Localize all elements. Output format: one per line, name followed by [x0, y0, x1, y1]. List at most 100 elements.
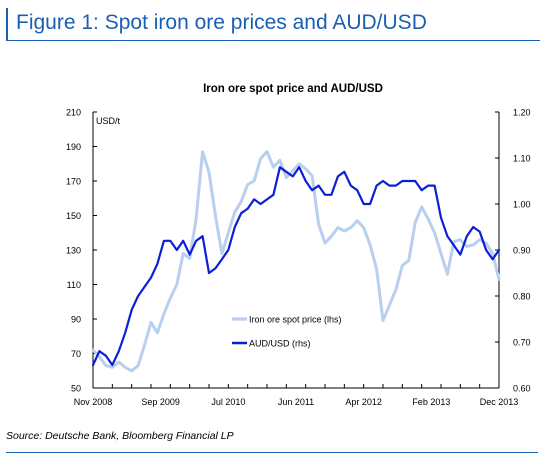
series-line-1 [91, 166, 501, 367]
data-point-1 [472, 226, 474, 228]
data-point-0 [118, 361, 120, 363]
data-point-1 [460, 254, 462, 256]
data-point-0 [131, 370, 133, 372]
data-point-1 [170, 240, 172, 242]
right-tick-label: 0.70 [513, 338, 531, 348]
data-point-1 [150, 277, 152, 279]
data-point-0 [286, 177, 288, 179]
data-point-0 [157, 332, 159, 334]
data-point-0 [189, 258, 191, 260]
data-point-0 [479, 239, 481, 241]
data-point-0 [356, 220, 358, 222]
data-point-0 [447, 273, 449, 275]
data-point-0 [453, 241, 455, 243]
data-point-1 [363, 203, 365, 205]
x-tick-label: Nov 2008 [74, 397, 113, 407]
data-point-0 [369, 244, 371, 246]
data-point-0 [182, 253, 184, 255]
data-point-0 [92, 349, 94, 351]
data-point-0 [485, 242, 487, 244]
data-point-1 [266, 199, 268, 201]
left-tick-label: 190 [66, 142, 81, 152]
right-tick-label: 1.10 [513, 154, 531, 164]
data-point-1 [99, 350, 101, 352]
data-point-1 [311, 189, 313, 191]
data-point-0 [279, 160, 281, 162]
data-point-1 [369, 203, 371, 205]
data-point-1 [485, 249, 487, 251]
data-point-1 [389, 185, 391, 187]
data-point-0 [350, 227, 352, 229]
data-point-1 [344, 171, 346, 173]
left-tick-label: 210 [66, 108, 81, 118]
x-tick-label: Jul 2010 [211, 397, 245, 407]
data-point-1 [440, 217, 442, 219]
data-point-1 [498, 249, 500, 251]
data-point-1 [137, 295, 139, 297]
data-point-1 [337, 176, 339, 178]
data-point-1 [202, 235, 204, 237]
data-point-1 [92, 364, 94, 366]
x-tick-label: Dec 2013 [480, 397, 519, 407]
data-point-0 [112, 367, 114, 369]
data-point-0 [363, 227, 365, 229]
left-tick-label: 130 [66, 246, 81, 256]
source-note: Source: Deutsche Bank, Bloomberg Financi… [6, 430, 234, 442]
figure-header: Figure 1: Spot iron ore prices and AUD/U… [6, 8, 540, 41]
data-point-0 [408, 260, 410, 262]
data-point-1 [434, 185, 436, 187]
data-point-1 [421, 189, 423, 191]
data-point-1 [112, 364, 114, 366]
data-point-0 [150, 322, 152, 324]
data-point-0 [331, 235, 333, 237]
right-tick-label: 0.60 [513, 384, 531, 394]
data-point-0 [215, 215, 217, 217]
x-tick-label: Feb 2013 [412, 397, 450, 407]
data-point-1 [305, 180, 307, 182]
data-point-0 [298, 163, 300, 165]
data-point-0 [324, 242, 326, 244]
data-point-0 [440, 253, 442, 255]
data-point-1 [324, 194, 326, 196]
data-point-1 [447, 235, 449, 237]
data-point-0 [137, 365, 139, 367]
data-point-0 [414, 222, 416, 224]
data-point-0 [273, 166, 275, 168]
data-point-0 [234, 211, 236, 213]
data-point-1 [356, 189, 358, 191]
legend-label-1: AUD/USD (rhs) [249, 339, 311, 349]
data-point-1 [124, 332, 126, 334]
data-point-1 [427, 185, 429, 187]
left-tick-label: 170 [66, 177, 81, 187]
x-tick-label: Sep 2009 [141, 397, 180, 407]
data-point-0 [318, 223, 320, 225]
data-point-1 [195, 240, 197, 242]
right-tick-label: 0.80 [513, 292, 531, 302]
chart-title: Iron ore spot price and AUD/USD [203, 83, 383, 95]
data-point-0 [427, 218, 429, 220]
left-tick-label: 110 [67, 280, 81, 290]
axes: 50 70 90 110 130 150 170 190 210 USD/t 0.60 0.70 0.8… [66, 108, 531, 408]
x-tick-label: Apr 2012 [345, 397, 382, 407]
data-point-0 [344, 230, 346, 232]
data-point-0 [292, 170, 294, 172]
data-point-0 [163, 313, 165, 315]
figure-title: Figure 1: Spot iron ore prices and AUD/U… [16, 11, 427, 34]
data-point-1 [279, 166, 281, 168]
data-point-1 [395, 185, 397, 187]
left-axis-label: USD/t [96, 116, 121, 126]
legend: Iron ore spot price (lhs) AUD/USD (rhs) [232, 315, 342, 349]
data-point-0 [337, 227, 339, 229]
data-point-1 [221, 258, 223, 260]
data-point-1 [182, 240, 184, 242]
data-point-0 [466, 246, 468, 248]
data-point-0 [144, 344, 146, 346]
data-point-1 [215, 268, 217, 270]
data-point-0 [176, 284, 178, 286]
right-tick-label: 0.90 [513, 246, 531, 256]
x-tick-label: Jun 2011 [278, 397, 314, 407]
left-tick-label: 70 [71, 349, 81, 359]
data-point-0 [382, 320, 384, 322]
data-point-0 [124, 367, 126, 369]
